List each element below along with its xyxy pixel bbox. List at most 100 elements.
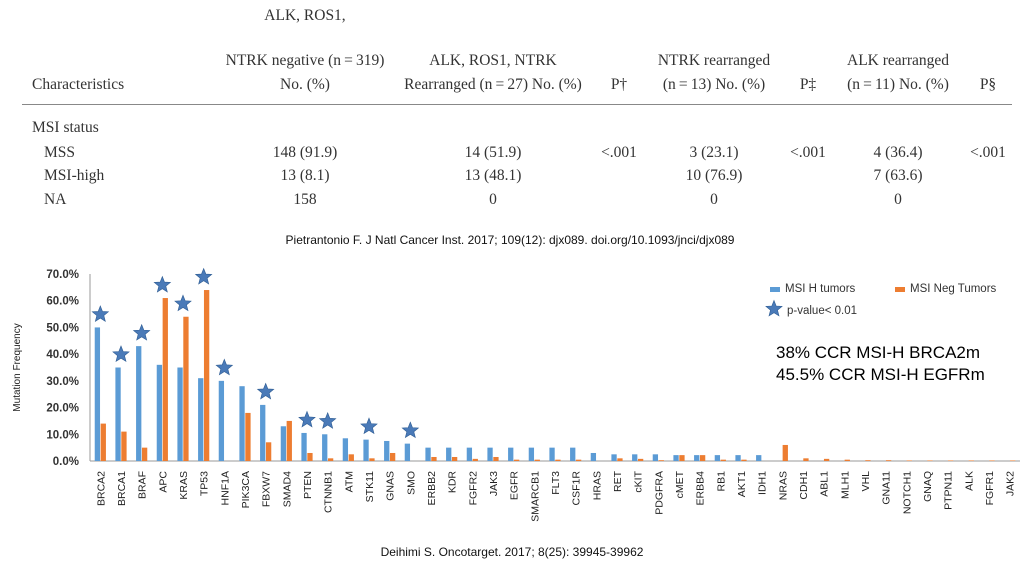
x-tick-label-ckit: cKIT [633,470,645,492]
legend-star-icon [765,299,783,317]
x-tick-label-erbb4: ERBB4 [695,471,707,506]
bar-msi-neg-abl1 [823,458,830,461]
bar-msi-h-pten [301,432,307,461]
y-tick-label: 70.0% [46,269,79,281]
x-tick-label-fgfr1: FGFR1 [984,471,996,506]
table-cell: 14 (51.9) [464,144,522,161]
x-tick-label-brca2: BRCA2 [95,471,107,506]
bar-msi-h-ctnnb1 [322,434,328,461]
y-tick-label: 50.0% [46,322,79,334]
bar-msi-h-atm [342,438,349,461]
x-tick-label-braf: BRAF [137,471,149,499]
significance-star-pten [298,410,316,428]
row-label: MSI-high [44,167,105,184]
x-tick-label-egfr: EGFR [509,471,521,501]
row-label: NA [44,191,67,208]
x-tick-label-rb1: RB1 [715,471,727,492]
bar-msi-h-rb1 [714,455,721,461]
significance-star-braf [132,323,151,341]
x-tick-label-apc: APC [157,471,169,493]
mutation-frequency-chart: Mutation Frequency 0.0% 10.0% 20.0% 30.0% 40.… [12,267,1020,522]
table-cell: 3 (23.1) [689,144,739,161]
bar-msi-neg-flt3 [555,459,561,461]
bar-msi-h-idh1 [756,455,762,461]
bar-msi-neg-mlh1 [844,459,850,461]
table-cell: 0 [710,191,718,208]
bar-msi-neg-ret [617,458,623,461]
bar-msi-neg-apc [162,298,168,461]
x-tick-label-cdh1: CDH1 [798,471,810,500]
bar-msi-neg-nras [782,444,788,461]
header-p3: P§ [979,76,997,93]
bar-msi-neg-gnaq [927,460,933,461]
x-tick-label-gnas: GNAS [385,471,397,501]
x-tick-label-atm: ATM [343,471,355,492]
legend-label-msi-h: MSI H tumors [785,283,856,295]
bar-msi-neg-cmet [679,455,685,461]
x-tick-label-alk: ALK [963,471,975,491]
bar-msi-h-kdr [446,447,452,461]
x-tick-label-kras: KRAS [178,471,190,500]
bar-msi-neg-fbxw7 [265,442,272,461]
bar-msi-neg-vhl [865,460,871,461]
header-col1-line1: ALK, ROS1, [264,7,346,24]
x-tick-label-fgfr2: FGFR2 [467,471,479,506]
bar-msi-h-hras [590,452,597,461]
x-tick-label-stk11: STK11 [364,471,376,502]
header-p2: P‡ [799,76,817,93]
header-col2-line2: Rearranged (n = 27) No. (%) [404,76,582,93]
section-msi-status: MSI status [32,119,99,136]
table-cell: 10 (76.9) [685,167,743,184]
x-tick-label-gna11: GNA11 [881,471,893,505]
bar-msi-neg-pten [307,452,313,461]
significance-star-apc [153,275,172,293]
bar-msi-h-fgfr2 [466,447,473,461]
msi-status-table: Characteristics ALK, ROS1, NTRK negative… [0,0,1024,215]
bar-msi-h-ckit [632,454,638,461]
table-cell: 7 (63.6) [873,167,923,184]
bar-msi-h-hnf1a [218,380,225,461]
table-cell: 158 [293,191,317,208]
header-col3-line1: NTRK rearranged [657,52,771,69]
x-tick-label-fbxw7: FBXW7 [261,471,273,507]
bar-msi-h-ret [611,454,617,461]
bar-msi-neg-brca2 [100,423,106,461]
bar-msi-neg-atm [348,454,354,461]
citation-top: Pietrantonio F. J Natl Cancer Inst. 2017… [285,233,735,247]
bar-msi-h-fbxw7 [260,404,266,461]
x-tick-label-nras: NRAS [777,471,789,500]
bar-msi-neg-cdh1 [803,458,809,461]
x-tick-label-kdr: KDR [447,471,459,494]
x-tick-label-pik3ca: PIK3CA [240,471,252,508]
x-tick-label-smo: SMO [405,471,417,495]
x-tick-label-idh1: IDH1 [757,471,769,495]
bar-msi-h-jak3 [487,447,493,461]
table-cell: 0 [894,191,902,208]
table-cell: 0 [489,191,497,208]
bar-msi-neg-rb1 [720,459,726,461]
significance-star-ctnnb1 [318,411,337,429]
bar-msi-h-brca2 [94,327,101,461]
x-tick-label-akt1: AKT1 [736,471,748,497]
header-col3-line2: (n = 13) No. (%) [662,76,766,93]
x-tick-label-pdgfra: PDGFRA [653,471,665,515]
bar-msi-h-smarcb1 [528,447,535,461]
bar-msi-h-egfr [508,447,514,461]
header-col1-line2: NTRK negative (n = 319) [225,52,385,69]
bar-msi-h-apc [156,364,163,461]
bar-msi-h-brca1 [115,367,121,461]
citation-bottom: Deihimi S. Oncotarget. 2017; 8(25): 3994… [380,545,644,559]
bar-msi-neg-braf [141,447,148,461]
y-tick-label: 30.0% [46,376,79,388]
significance-star-brca2 [91,305,110,322]
table-cell: 13 (48.1) [464,167,522,184]
y-tick-label: 10.0% [46,429,79,441]
x-tick-label-cmet: cMET [674,470,686,498]
x-tick-label-jak3: JAK3 [488,471,500,496]
table-cell: 13 (8.1) [280,167,330,184]
y-tick-label: 0.0% [53,456,79,468]
bar-msi-neg-smarcb1 [534,459,540,461]
bar-msi-neg-kras [183,316,189,461]
bar-msi-neg-jak3 [493,456,499,461]
bar-msi-neg-fgfr1 [989,460,995,461]
